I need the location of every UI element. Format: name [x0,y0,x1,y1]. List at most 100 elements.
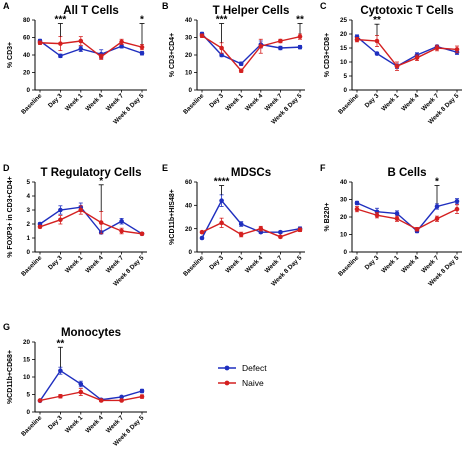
panel-title-a: All T Cells [63,5,119,17]
y-tick-label-a-2: 40 [23,52,31,59]
series-line-naive-d [39,209,143,235]
data-point-naive-b-5 [297,34,303,39]
x-tick-label-c-3: Week 4 [400,92,421,113]
x-tick-label-b-3: Week 4 [244,92,265,113]
data-point-naive-d-4 [119,228,124,234]
y-tick-label-b-2: 20 [185,52,193,59]
y-tick-label-c-0: 0 [343,87,347,94]
legend-entry-defect: Defect [218,363,267,373]
data-point-naive-b-1 [219,45,224,51]
data-point-defect-d-4 [119,218,124,224]
y-tick-label-d-2: 2 [26,221,30,228]
y-tick-label-b-1: 10 [185,70,193,77]
data-point-naive-a-2 [78,38,84,44]
series-defect-d [37,202,145,237]
series-line-defect-d [39,206,143,235]
y-tick-label-f-2: 20 [340,214,348,221]
panel-title-c: Cytotoxic T Cells [360,5,453,17]
series-defect-e [199,194,303,241]
y-tick-label-a-1: 20 [23,70,31,77]
data-point-naive-e-5 [297,227,303,233]
series-line-defect-f [356,200,458,233]
y-tick-label-e-0: 0 [188,249,192,256]
data-point-defect-f-4 [434,204,440,209]
x-tick-label-f-0: Baseline [337,254,361,278]
x-tick-label-f-1: Day 3 [364,254,381,271]
panel-title-g: Monocytes [61,327,121,339]
x-tick-label-d-3: Week 4 [84,254,105,275]
sig-label-c-0: ** [373,15,381,26]
panel-c: C Cytotoxic T Cells 0 5 10 15 20 25 % CD3+CD8+ Ba… [320,1,462,126]
sig-label-f-0: * [435,177,439,188]
data-point-naive-e-1 [219,220,224,226]
data-point-defect-f-2 [394,211,400,216]
sig-label-a-0: *** [55,15,67,26]
x-tick-label-e-0: Baseline [182,254,206,278]
data-point-naive-e-3 [258,226,264,231]
sig-label-g-0: ** [57,338,65,349]
x-tick-label-f-2: Week 1 [380,254,401,275]
y-tick-label-d-5: 5 [26,179,30,186]
data-point-defect-g-2 [78,381,84,387]
data-point-naive-c-4 [434,45,440,51]
series-line-naive-f [356,208,458,231]
sig-label-b-1: ** [296,15,304,26]
y-tick-label-c-5: 25 [340,17,348,24]
series-line-defect-e [201,199,301,239]
data-point-defect-e-0 [199,235,205,241]
series-line-defect-b [201,33,301,65]
data-point-naive-f-1 [374,212,380,218]
y-tick-label-e-2: 40 [185,203,193,210]
x-tick-label-a-1: Day 3 [47,92,64,109]
x-tick-label-a-0: Baseline [20,92,44,116]
x-tick-label-g-0: Baseline [20,414,44,438]
series-naive-d [37,205,145,237]
data-point-naive-e-2 [238,232,244,237]
data-point-defect-a-5 [139,50,145,56]
y-tick-label-c-4: 20 [340,31,348,38]
y-tick-label-a-3: 60 [23,35,31,42]
data-point-naive-f-2 [394,216,400,222]
series-naive-c [354,35,460,71]
y-tick-label-c-2: 10 [340,59,348,66]
y-tick-label-c-3: 15 [340,45,348,52]
x-tick-label-d-1: Day 3 [47,254,64,271]
data-point-naive-b-3 [258,43,264,49]
y-axis-label-d: % FOXP3+ in CD3+CD4+ [7,176,14,258]
series-line-defect-g [39,369,143,402]
data-point-naive-b-4 [278,38,283,44]
data-point-naive-a-0 [37,40,43,46]
panel-title-f: B Cells [388,167,427,179]
y-axis-label-b: % CD3+CD4+ [169,33,176,77]
panel-letter-e: E [162,163,168,173]
data-point-naive-b-2 [238,68,244,74]
data-point-naive-d-1 [58,217,63,223]
series-defect-c [354,34,460,69]
y-tick-label-g-3: 15 [23,357,31,364]
series-naive-a [37,36,145,60]
data-point-defect-a-4 [119,43,124,49]
x-tick-label-b-2: Week 1 [224,92,245,113]
data-point-defect-f-0 [354,200,360,206]
series-naive-g [37,388,145,403]
y-tick-label-d-4: 4 [26,193,30,200]
data-point-defect-c-1 [374,51,380,56]
y-tick-label-d-0: 0 [26,249,30,256]
data-point-naive-b-0 [199,33,205,39]
sig-label-d-0: * [99,176,103,187]
series-line-naive-g [39,391,143,402]
x-tick-label-g-2: Week 1 [64,414,85,435]
data-point-defect-d-1 [58,207,63,213]
y-tick-label-e-1: 20 [185,226,193,233]
legend-label-defect: Defect [242,363,267,373]
y-tick-label-f-0: 0 [343,249,347,256]
y-tick-label-b-4: 40 [185,17,193,24]
y-tick-label-a-0: 0 [26,87,30,94]
data-point-defect-e-2 [238,221,244,227]
data-point-defect-g-4 [119,394,124,400]
series-line-naive-e [201,222,301,238]
series-naive-b [199,33,303,74]
sig-label-e-0: **** [214,177,230,188]
